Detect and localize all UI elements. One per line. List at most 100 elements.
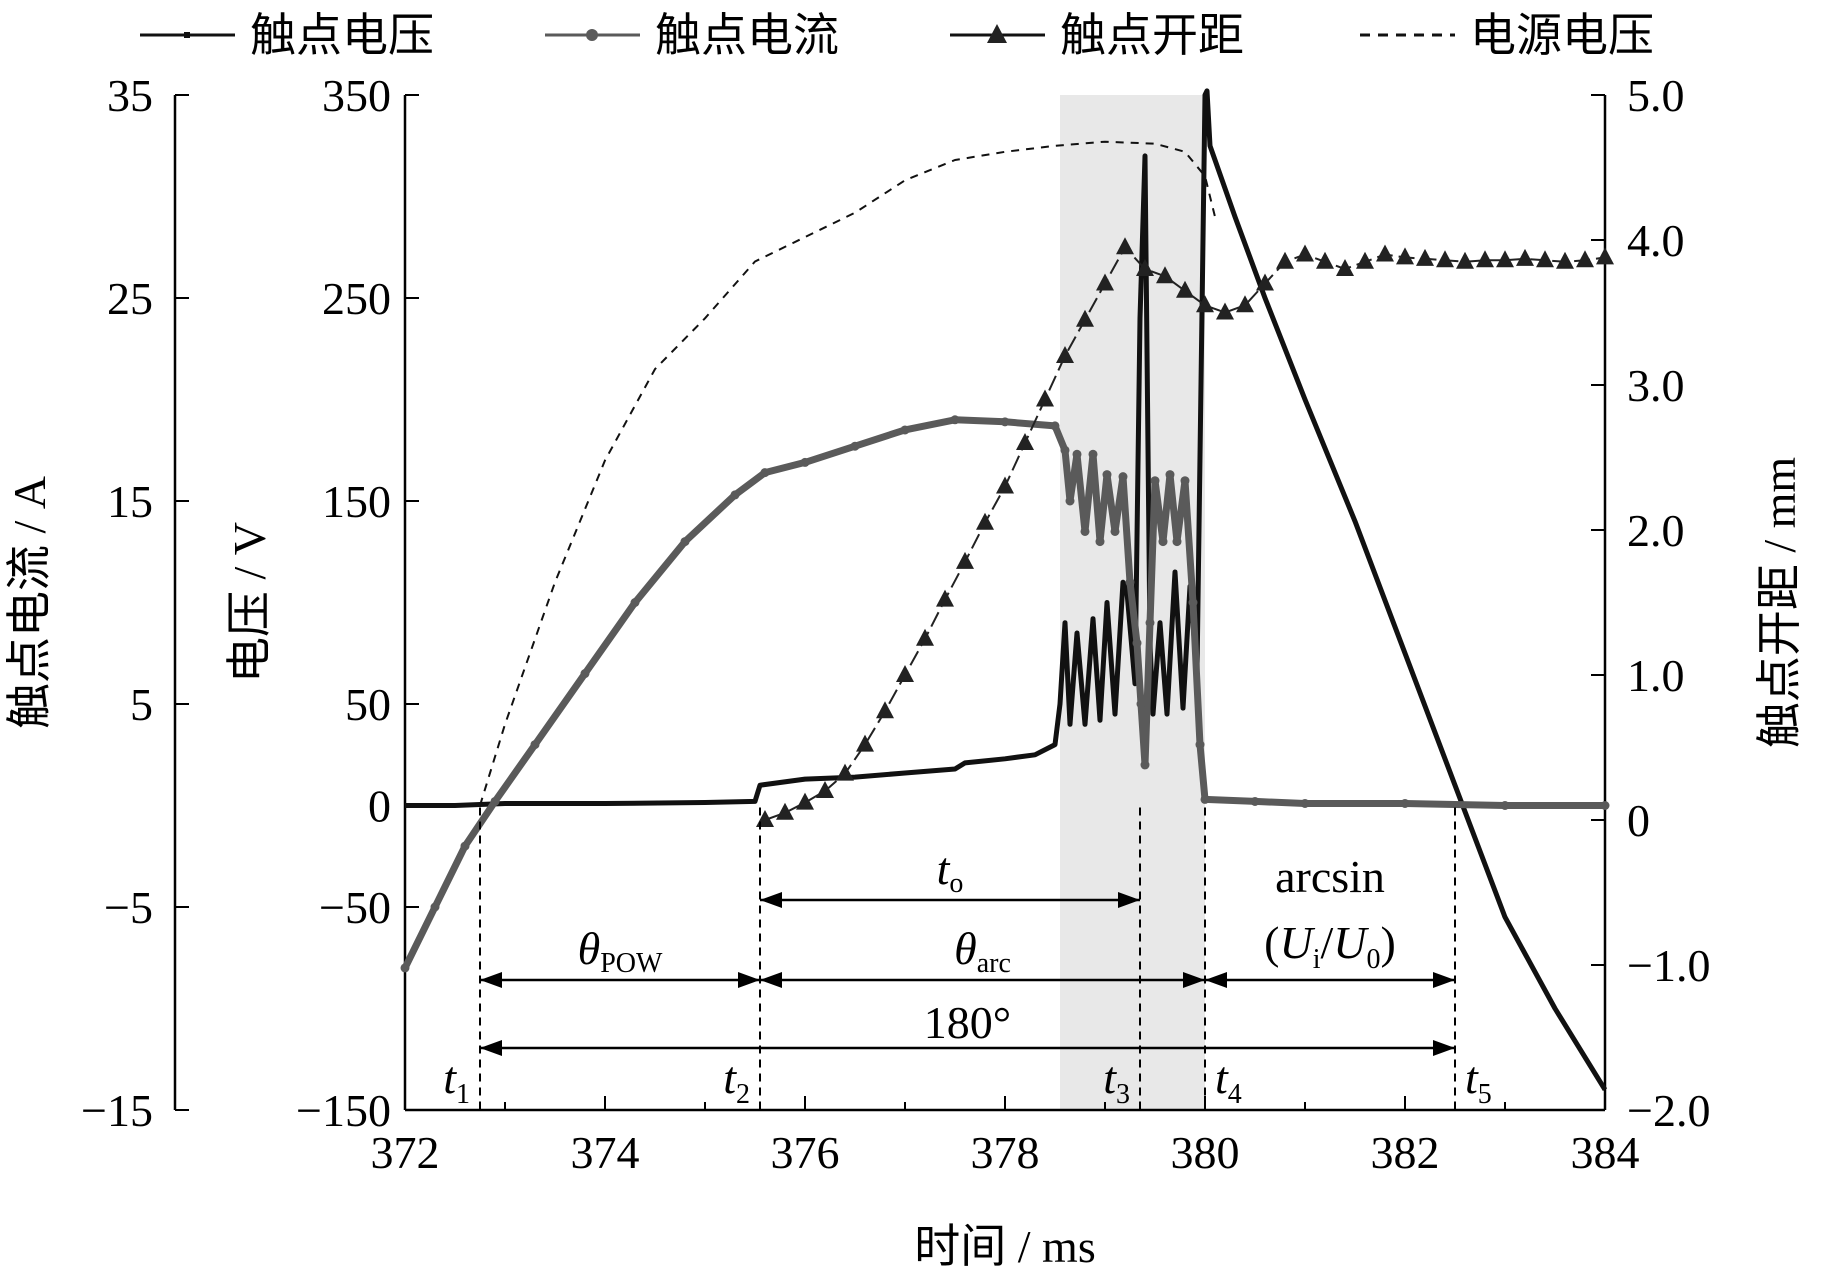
arrowhead (1433, 972, 1455, 988)
marker-label: t3 (1103, 1052, 1130, 1110)
marker-label: t5 (1465, 1052, 1492, 1110)
current-tick-label: 15 (107, 476, 153, 527)
gap-axis-title: 触点开距 / mm (1754, 457, 1805, 749)
series-point (1396, 247, 1414, 265)
series-point (400, 963, 410, 973)
series-point (776, 802, 794, 820)
series-point (850, 441, 860, 451)
series-3 (756, 237, 1614, 827)
series-point (1195, 740, 1205, 750)
series-point (1416, 248, 1434, 266)
series-point (1576, 250, 1594, 268)
series-point (956, 551, 974, 569)
series-point (490, 796, 500, 806)
series-point (430, 902, 440, 912)
series-point (1476, 250, 1494, 268)
x-tick-label: 376 (771, 1127, 840, 1178)
series-point (1216, 302, 1234, 320)
arrowhead (1433, 1040, 1455, 1056)
series-point (1136, 259, 1154, 276)
series-point (1256, 273, 1274, 291)
series-point (856, 734, 874, 752)
series-point (996, 476, 1014, 494)
series-point (1596, 247, 1614, 265)
series-point (1376, 244, 1394, 262)
series-point (1200, 794, 1210, 804)
arrowhead (480, 1040, 502, 1056)
series-point (1536, 250, 1554, 268)
series-point (936, 589, 954, 607)
series-point (630, 598, 640, 607)
series-point (1156, 266, 1174, 284)
series-point (950, 415, 960, 425)
series-point (1356, 251, 1374, 269)
series-point (1436, 250, 1454, 268)
voltage-axis-title: 电压 / V (224, 522, 275, 683)
series-point (1496, 250, 1514, 268)
series-point (1080, 526, 1090, 536)
series-point (1110, 526, 1120, 536)
series-point (530, 740, 540, 750)
axes: 372 374 376 378 380 382 384 −15 −5 5 15 25 35 −150 −50… (4, 70, 1805, 1178)
gap-tick-label: 1.0 (1627, 650, 1685, 701)
series-point (1316, 251, 1334, 269)
legend-entry: 触点开距 (950, 10, 1244, 61)
series-line (479, 140, 1216, 806)
marker-label: t1 (443, 1052, 470, 1110)
gap-tick-label: 2.0 (1627, 505, 1685, 556)
series-point (1336, 259, 1354, 276)
voltage-tick-label: −50 (319, 882, 391, 933)
legend-marker (987, 24, 1007, 43)
series-point (916, 628, 934, 646)
x-axis-title: 时间 / ms (914, 1221, 1095, 1272)
series-point (1516, 248, 1534, 266)
arrowhead (760, 892, 782, 908)
series-line (401, 416, 1605, 970)
series-point (1150, 476, 1160, 486)
series-point (1188, 598, 1198, 607)
series-line (405, 88, 1608, 1092)
series-point (1095, 537, 1105, 547)
series-point (1088, 449, 1098, 459)
series-point (976, 512, 994, 530)
series-point (1176, 280, 1194, 298)
arrowhead (738, 972, 760, 988)
arrowhead (1205, 972, 1227, 988)
series-point (900, 425, 910, 435)
series-point (1132, 638, 1142, 648)
voltage-tick-label: −150 (296, 1085, 391, 1136)
legend-label: 触点开距 (1060, 10, 1244, 61)
arrowhead (1183, 972, 1205, 988)
series-point (1400, 798, 1410, 808)
series-point (876, 701, 894, 719)
legend: 触点电压 触点电流 触点开距 电源电压 (140, 10, 1654, 61)
series-point (1136, 699, 1146, 709)
gap-tick-label: 3.0 (1627, 360, 1685, 411)
series-point (1196, 295, 1214, 313)
series-point (1072, 449, 1082, 459)
legend-entry: 电源电压 (1360, 10, 1654, 61)
series-4 (479, 140, 1216, 806)
series-point (1118, 472, 1128, 482)
current-tick-label: −5 (104, 882, 153, 933)
series-point (1000, 417, 1010, 427)
marker-label: t4 (1215, 1052, 1242, 1110)
arrowhead (1118, 892, 1140, 908)
series-point (1036, 389, 1054, 407)
series-1 (405, 88, 1608, 1092)
series-point (1140, 760, 1150, 770)
series-point (680, 537, 690, 547)
voltage-tick-label: 250 (322, 273, 391, 324)
series-point (800, 457, 810, 467)
series-point (1500, 801, 1510, 810)
series-point (816, 781, 834, 798)
gap-tick-label: 5.0 (1627, 70, 1685, 121)
voltage-tick-label: 350 (322, 70, 391, 121)
current-tick-label: 35 (107, 70, 153, 121)
annotations: t1 t2 t3 t4 t5 to θPOW θarc arcsin (Ui/U0) 180° (443, 807, 1492, 1110)
series-point (1165, 470, 1175, 480)
series-point (896, 665, 914, 682)
x-tick-label: 374 (571, 1127, 640, 1178)
series-point (1076, 309, 1094, 327)
series-point (1116, 237, 1134, 255)
